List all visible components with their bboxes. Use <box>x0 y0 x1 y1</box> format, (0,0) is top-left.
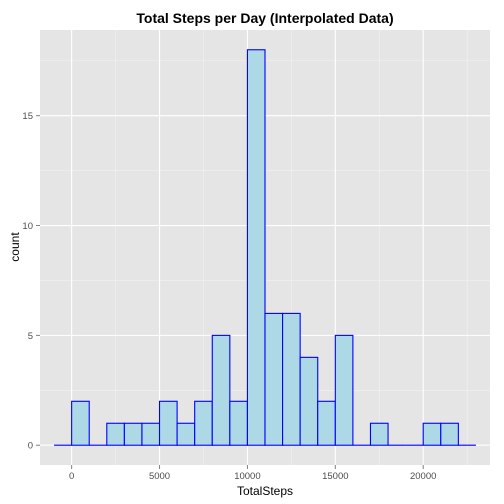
histogram-bar <box>71 400 90 446</box>
x-tick-label: 5000 <box>149 471 170 482</box>
histogram-bar <box>282 312 301 446</box>
histogram-bar <box>123 422 143 446</box>
histogram-bar <box>422 422 442 446</box>
chart-title: Total Steps per Day (Interpolated Data) <box>136 10 393 26</box>
x-tick-label: 10000 <box>234 471 260 482</box>
histogram-bar <box>264 312 284 446</box>
x-axis-title: TotalSteps <box>237 484 293 498</box>
histogram-bar <box>440 422 459 446</box>
y-axis-title: count <box>8 232 22 262</box>
histogram-bar <box>176 422 196 446</box>
y-tick-label: 15 <box>22 111 33 122</box>
x-tick-label: 20000 <box>410 471 436 482</box>
histogram-bar <box>106 422 125 446</box>
x-tick-label: 15000 <box>322 471 348 482</box>
histogram-bar <box>334 334 354 446</box>
histogram-bar <box>211 334 231 446</box>
histogram-bar <box>246 49 266 446</box>
histogram-bar <box>317 400 336 446</box>
histogram-bars <box>54 49 476 446</box>
x-axis-ticks: 0 5000 10000 15000 20000 <box>69 465 436 482</box>
x-tick-label: 0 <box>69 471 74 482</box>
y-tick-label: 0 <box>28 441 33 452</box>
histogram-bar <box>141 422 161 446</box>
y-axis-ticks: 0 5 10 15 <box>22 111 40 452</box>
y-tick-label: 10 <box>22 221 33 232</box>
histogram-bar <box>194 400 213 446</box>
histogram-bar <box>158 400 178 446</box>
y-tick-label: 5 <box>28 331 33 342</box>
histogram-bar <box>299 356 319 446</box>
histogram-bar <box>229 400 248 446</box>
histogram-bar <box>369 422 389 446</box>
